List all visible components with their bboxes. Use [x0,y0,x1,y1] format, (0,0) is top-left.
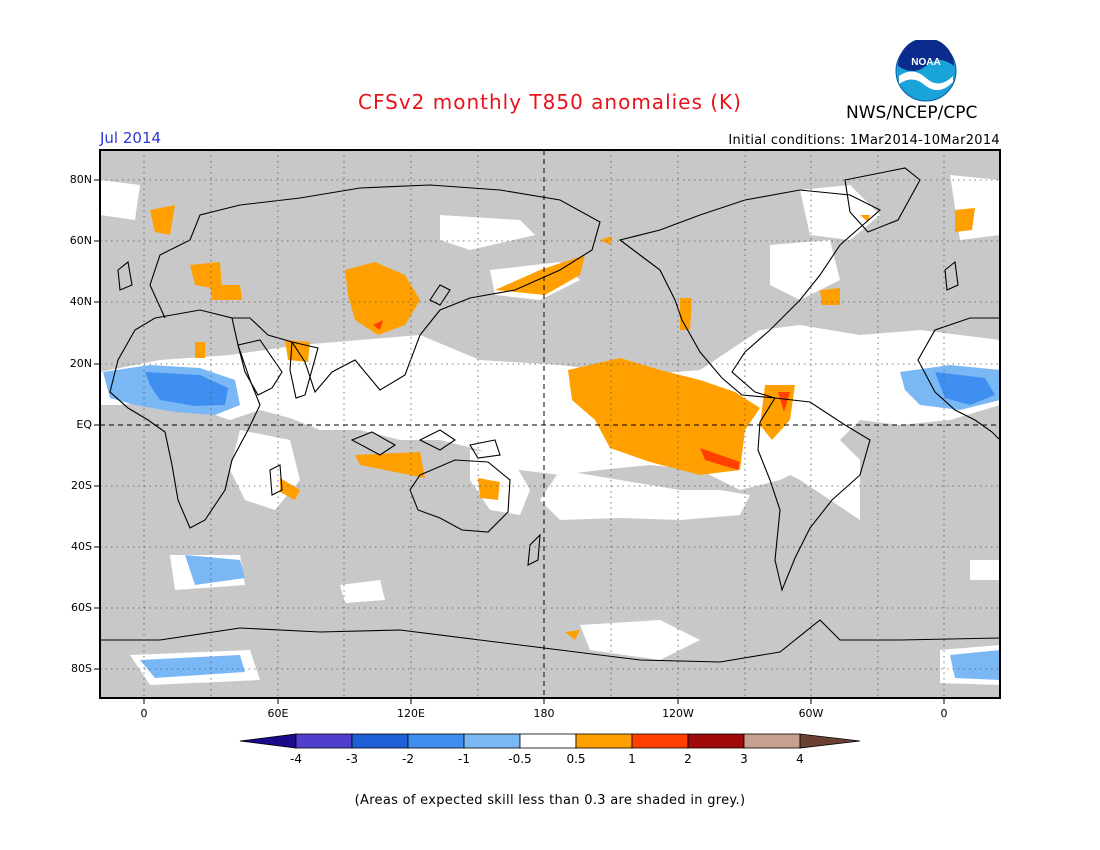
lon-label: 60E [267,707,289,720]
coastlines [100,167,1001,663]
lon-label: 0 [940,707,948,720]
colorbar-segment [575,733,633,749]
colorbar-label: -4 [290,752,302,766]
lon-label: 120E [397,707,425,720]
forecast-month: Jul 2014 [100,129,162,147]
lat-label: 60N [69,234,92,247]
lat-label: 20N [69,357,92,370]
colorbar-segment [743,733,801,749]
axis-ticks [94,179,945,704]
noaa-logo: NOAA [895,40,957,102]
colorbar-label: 0.5 [566,752,586,766]
colorbar-label: 4 [796,752,804,766]
organization-label: NWS/NCEP/CPC [846,103,978,123]
colorbar-segment [407,733,465,749]
initial-conditions: Initial conditions: 1Mar2014-10Mar2014 [728,133,1000,148]
skill-footnote: (Areas of expected skill less than 0.3 a… [354,793,746,808]
graticule [100,150,1000,698]
colorbar-label: 2 [684,752,692,766]
logo-text: NOAA [911,57,940,68]
map-frame [99,149,1001,699]
colorbar-label: 1 [628,752,636,766]
lat-label: EQ [76,418,92,431]
colorbar-label: -1 [458,752,470,766]
positive-anomaly-regions [150,205,975,640]
colorbar-segment [519,733,577,749]
lat-label: 60S [71,601,92,614]
lat-label: 80S [71,662,92,675]
negative-anomaly-regions [103,365,1000,680]
lon-label: 180 [533,707,555,720]
colorbar-segment [799,733,861,749]
lat-label: 20S [71,479,92,492]
lon-label: 0 [140,707,148,720]
colorbar-segment [295,733,353,749]
colorbar [239,733,861,749]
colorbar-segment [351,733,409,749]
colorbar-segment [631,733,689,749]
colorbar-segment [239,733,297,749]
lon-label: 120W [662,707,694,720]
lat-label: 40S [71,540,92,553]
lat-label: 40N [69,295,92,308]
colorbar-label: -3 [346,752,358,766]
colorbar-segment [687,733,745,749]
colorbar-label: -2 [402,752,414,766]
colorbar-label: -0.5 [508,752,532,766]
colorbar-segment [463,733,521,749]
colorbar-label: 3 [740,752,748,766]
lat-label: 80N [69,173,92,186]
lon-label: 60W [798,707,824,720]
chart-title: CFSv2 monthly T850 anomalies (K) [358,90,742,114]
